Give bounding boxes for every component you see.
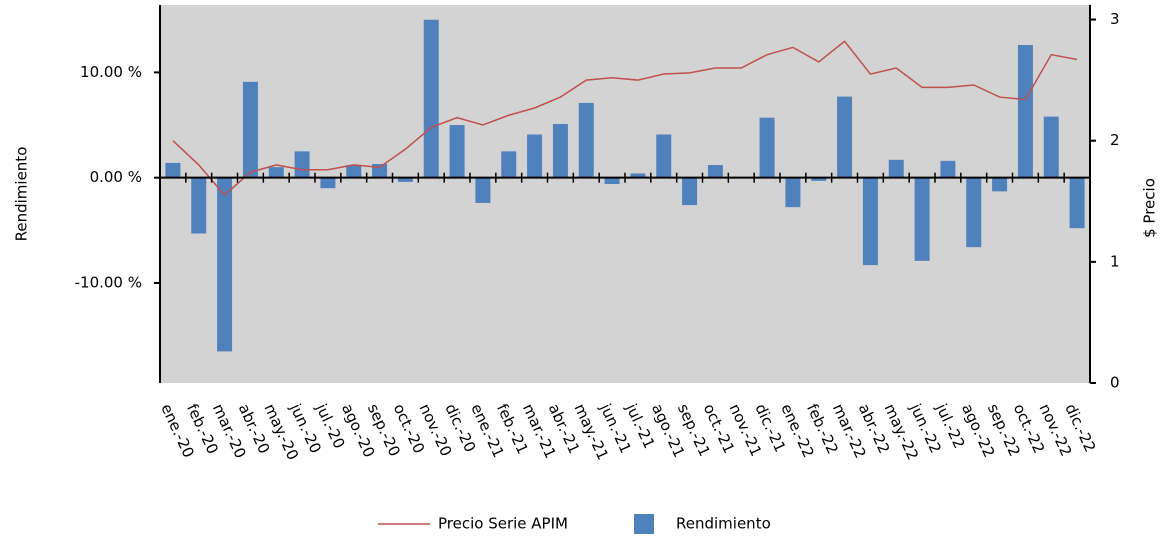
bar <box>217 177 233 352</box>
bar <box>707 165 723 178</box>
price-line <box>172 40 1078 197</box>
bar <box>294 151 310 178</box>
bar <box>1069 177 1085 229</box>
bar <box>785 177 801 208</box>
bar <box>656 134 672 178</box>
bar <box>759 117 775 178</box>
bar <box>1043 116 1059 178</box>
y-tick-label: 0.00 % <box>90 168 142 186</box>
bar <box>862 177 878 266</box>
y2-tick-label: 0 <box>1110 374 1120 392</box>
bar <box>397 177 413 182</box>
bar <box>914 177 930 261</box>
legend-label: Rendimiento <box>676 515 771 533</box>
bar <box>940 160 956 178</box>
y2-tick-label: 2 <box>1110 131 1120 149</box>
bar <box>346 165 362 178</box>
bar <box>604 177 620 184</box>
bar <box>811 177 827 181</box>
y-tick-label: 10.00 % <box>80 63 142 81</box>
bar <box>320 177 336 189</box>
bar <box>165 162 181 178</box>
bar <box>242 81 258 178</box>
bar <box>630 173 646 178</box>
bar <box>552 123 568 178</box>
bar <box>837 96 853 178</box>
bar <box>527 134 543 178</box>
bar <box>888 159 904 178</box>
legend-label: Precio Serie APIM <box>438 515 568 533</box>
bar <box>423 19 439 178</box>
bar <box>992 177 1008 192</box>
y2-tick-label: 1 <box>1110 252 1120 270</box>
bar <box>372 163 388 178</box>
bar <box>268 167 284 178</box>
bar <box>1017 45 1033 178</box>
legend-swatch <box>634 514 654 534</box>
y-axis-label: Rendimiento <box>13 147 31 242</box>
bar <box>966 177 982 248</box>
bar <box>501 151 517 178</box>
plot-area <box>160 5 1090 383</box>
y2-tick-label: 3 <box>1110 10 1120 28</box>
y-tick-label: -10.00 % <box>75 273 142 291</box>
bar <box>475 177 491 203</box>
y2-axis-label: $ Precio <box>1141 178 1159 238</box>
bar <box>682 177 698 206</box>
bar <box>449 125 465 178</box>
bar <box>578 102 594 178</box>
bar <box>191 177 207 234</box>
